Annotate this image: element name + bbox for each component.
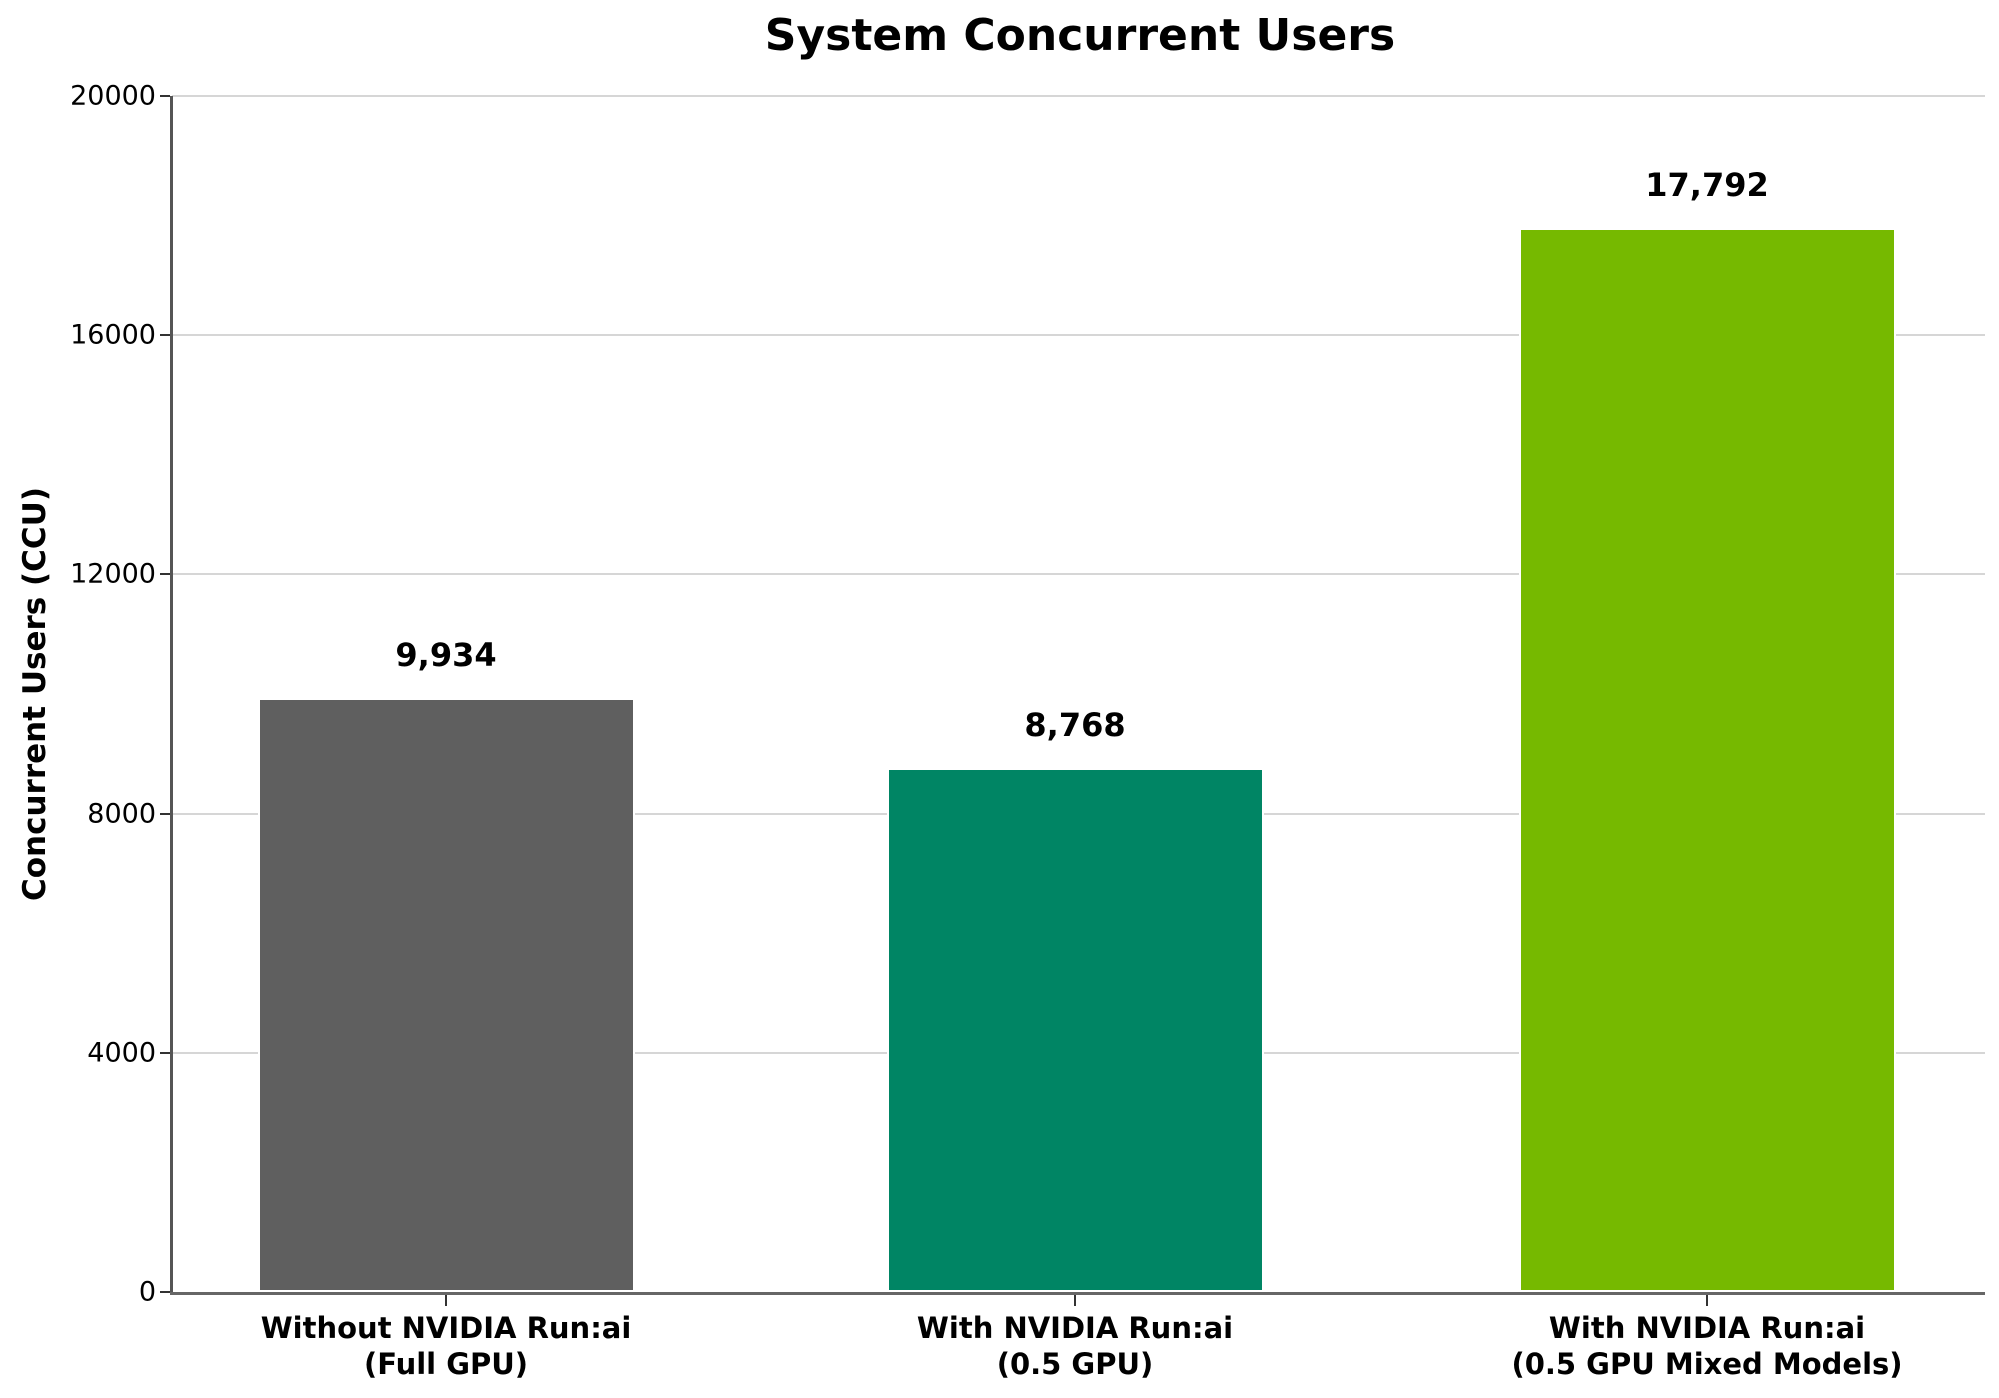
plot-area <box>160 95 1985 1306</box>
y-tick <box>160 1051 170 1054</box>
bar <box>886 767 1264 1292</box>
x-tick-label-line: (Full GPU) <box>363 1347 529 1381</box>
y-axis-label: Concurrent Users (CCU) <box>17 486 53 902</box>
gridline <box>172 95 1985 97</box>
x-tick <box>1074 1295 1076 1306</box>
x-tick-label: With NVIDIA Run:ai (0.5 GPU) <box>917 1310 1233 1382</box>
y-axis-line <box>170 96 173 1292</box>
y-tick <box>160 812 170 815</box>
bar-value-label: 9,934 <box>395 635 497 674</box>
x-tick-label-line: (0.5 GPU) <box>996 1347 1154 1381</box>
y-tick <box>160 1291 170 1293</box>
y-tick-label: 16000 <box>70 319 156 351</box>
bar <box>257 697 635 1292</box>
gridline <box>172 334 1985 337</box>
bar-value-label: 17,792 <box>1645 166 1769 205</box>
x-tick <box>445 1295 447 1306</box>
x-tick-label: With NVIDIA Run:ai (0.5 GPU Mixed Models) <box>1511 1310 1902 1382</box>
gridline <box>172 573 1985 576</box>
bar <box>1518 228 1896 1292</box>
y-tick <box>160 95 170 97</box>
x-tick-label-line: (0.5 GPU Mixed Models) <box>1511 1347 1903 1381</box>
x-tick-label-line: With NVIDIA Run:ai <box>916 1311 1234 1345</box>
x-axis-line <box>170 1292 1985 1295</box>
y-tick-label: 20000 <box>70 80 156 112</box>
x-tick-label-line: With NVIDIA Run:ai <box>1548 1311 1866 1345</box>
y-tick-label: 8000 <box>87 798 156 830</box>
x-tick-label: Without NVIDIA Run:ai (Full GPU) <box>261 1310 632 1382</box>
y-tick-label: 4000 <box>87 1037 156 1069</box>
y-tick-label: 12000 <box>70 558 156 590</box>
y-tick <box>160 334 170 337</box>
x-tick-label-line: Without NVIDIA Run:ai <box>260 1311 632 1345</box>
y-tick-label: 0 <box>138 1276 156 1308</box>
bar-value-label: 8,768 <box>1024 705 1126 744</box>
y-tick <box>160 573 170 576</box>
x-tick <box>1706 1295 1708 1306</box>
chart-title: System Concurrent Users <box>764 10 1396 61</box>
